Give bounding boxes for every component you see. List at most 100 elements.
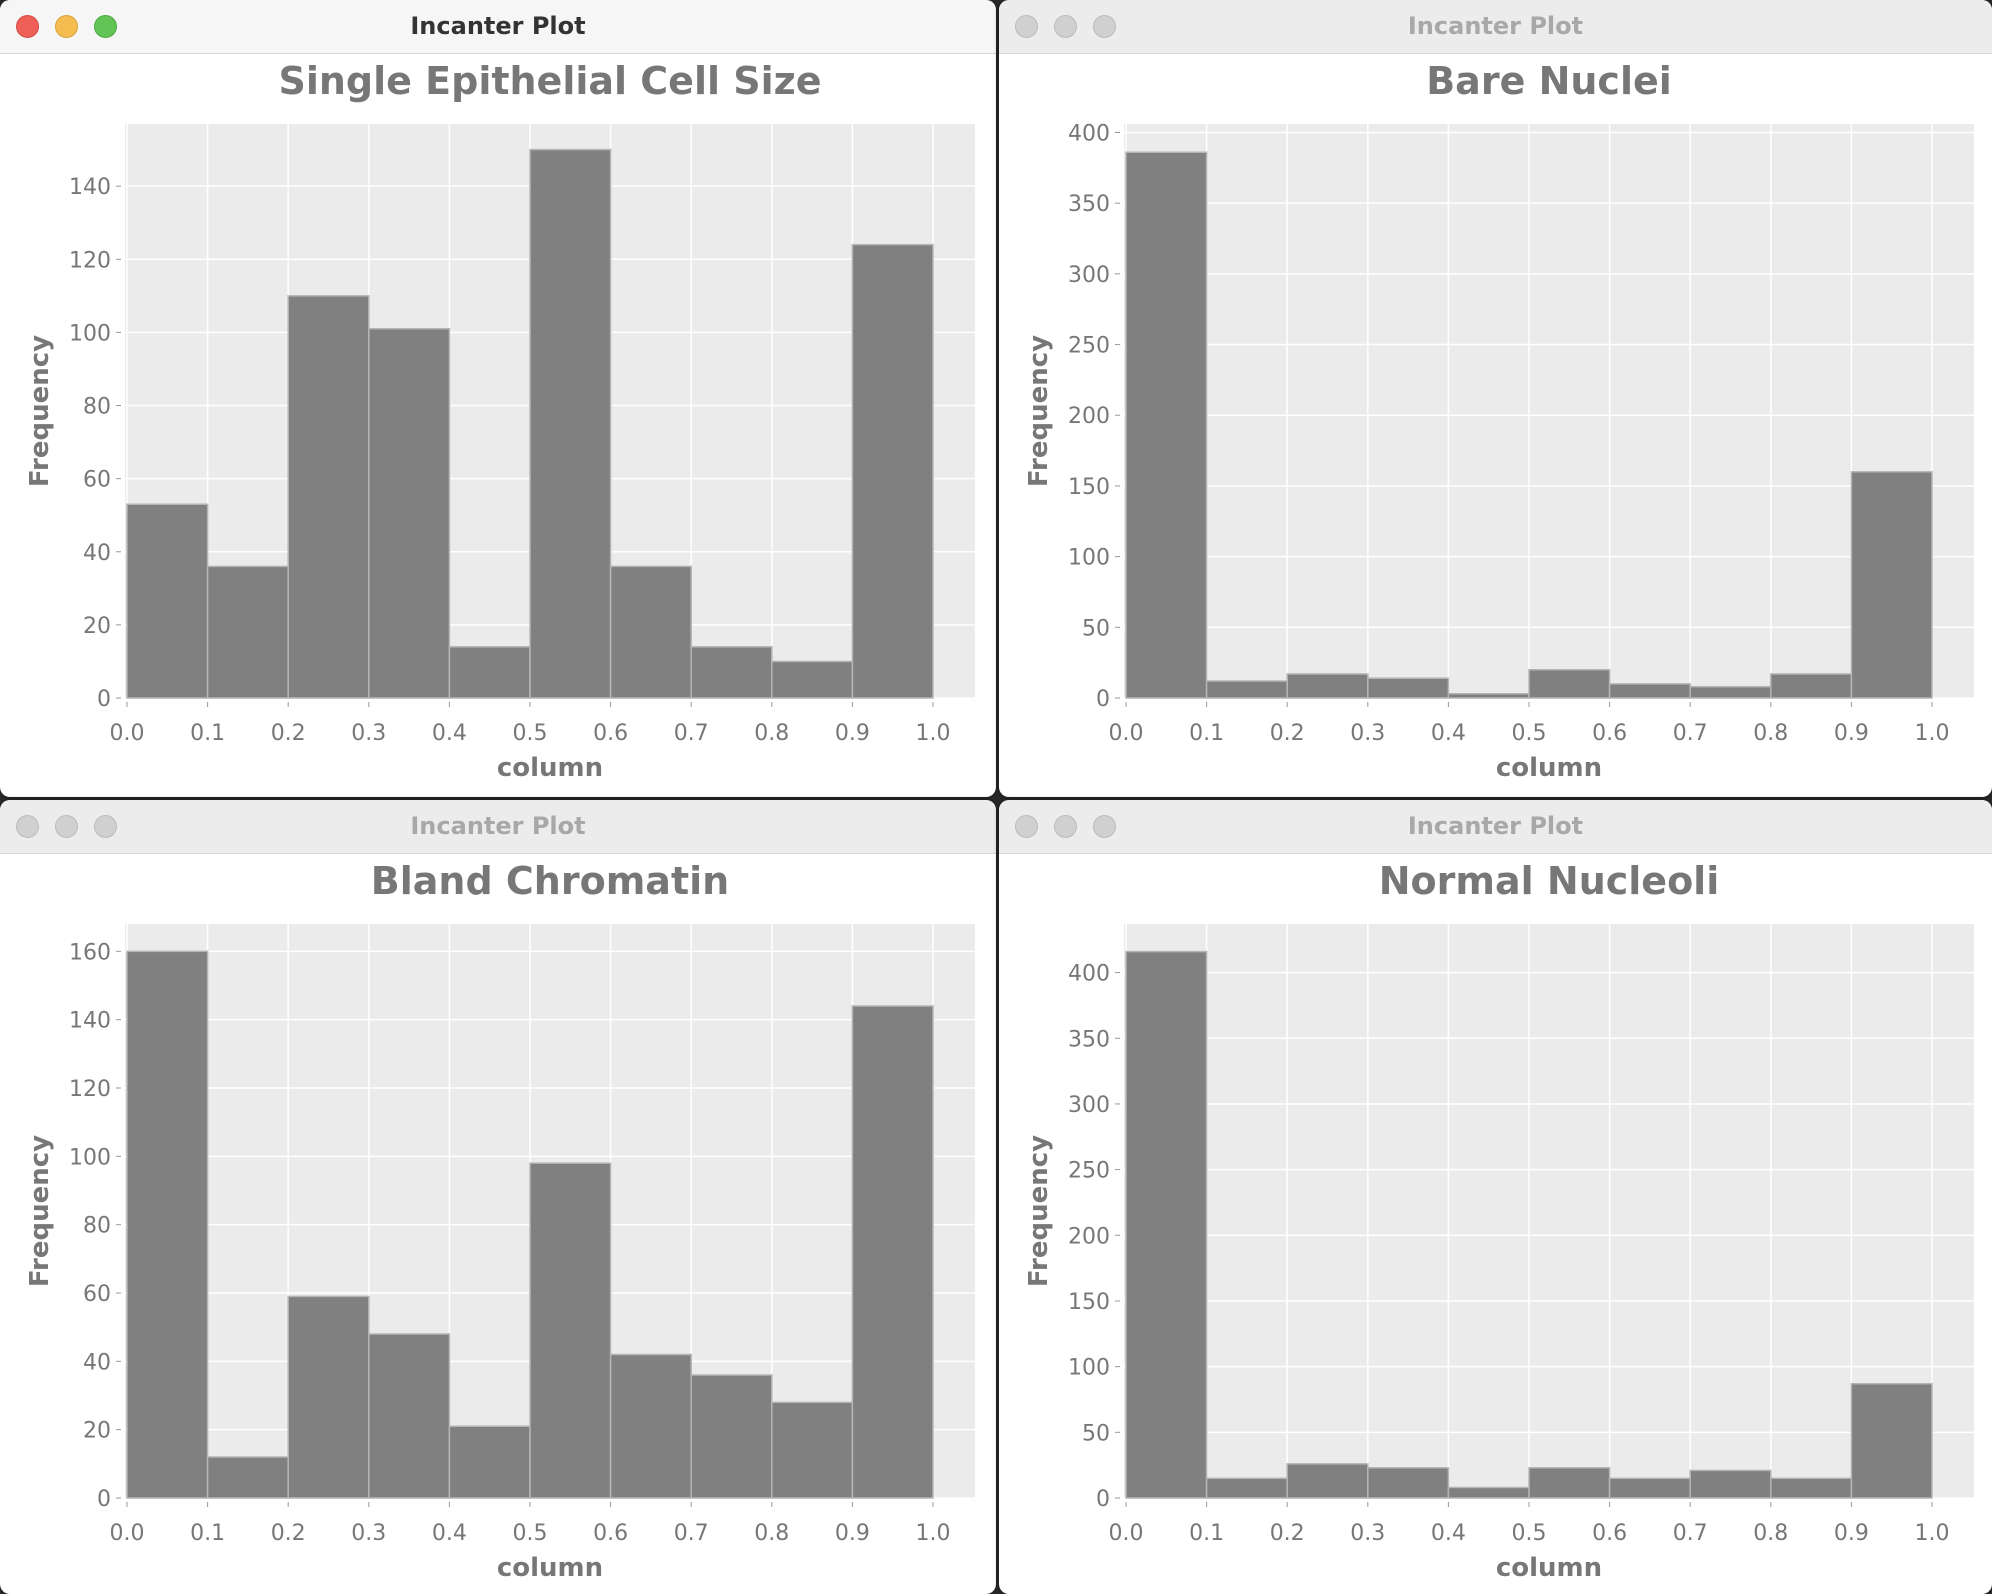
x-tick-label: 0.8 <box>1753 1521 1788 1546</box>
y-tick-label: 60 <box>83 1282 111 1307</box>
window-title: Incanter Plot <box>1407 12 1584 40</box>
minimize-button[interactable] <box>55 15 78 38</box>
window-title: Incanter Plot <box>410 812 586 840</box>
close-button[interactable] <box>16 815 39 838</box>
x-tick-label: 0.4 <box>1431 721 1466 746</box>
minimize-button[interactable] <box>1054 15 1077 38</box>
histogram-bar <box>1608 683 1691 699</box>
y-tick-label: 80 <box>83 395 111 420</box>
histogram-bar <box>1447 693 1530 699</box>
y-tick-label: 100 <box>69 1145 111 1170</box>
histogram-bar <box>287 295 370 699</box>
zoom-button[interactable] <box>1093 815 1116 838</box>
histogram-bar <box>1850 471 1933 699</box>
x-tick-label: 0.2 <box>271 721 306 746</box>
y-tick-label: 0 <box>1096 687 1110 712</box>
minimize-button[interactable] <box>1054 815 1077 838</box>
histogram-chart: Single Epithelial Cell Size 0.0 0.1 0.2 0.3 0… <box>25 59 975 783</box>
chart-title: Single Epithelial Cell Size <box>278 59 821 103</box>
x-tick-label: 1.0 <box>1915 1521 1950 1546</box>
minimize-button[interactable] <box>55 815 78 838</box>
histogram-chart: Bare Nuclei 0.0 0.1 0.2 0.3 0.4 0.5 0.6 0.7 0.8 0.… <box>1024 59 1974 783</box>
zoom-button[interactable] <box>1093 15 1116 38</box>
histogram-bar <box>1770 673 1853 699</box>
histogram-bar <box>690 1374 773 1499</box>
title-bar[interactable]: Incanter Plot <box>999 0 1992 54</box>
plot-window-2[interactable]: Incanter Plot Bare Nuclei 0.0 0.1 0.2 0.3 0.4… <box>999 0 1992 797</box>
x-tick-label: 0.1 <box>190 1521 225 1546</box>
histogram-bar <box>1205 1477 1288 1499</box>
zoom-button[interactable] <box>94 15 117 38</box>
y-tick-label: 150 <box>1068 1290 1110 1315</box>
x-tick-label: 0.7 <box>674 1521 709 1546</box>
y-tick-label: 0 <box>97 687 111 712</box>
histogram-bar <box>448 646 531 699</box>
y-tick-label: 100 <box>1068 546 1110 571</box>
x-tick-label: 0.2 <box>1270 721 1305 746</box>
histogram-bar <box>1447 1486 1530 1499</box>
histogram-bar <box>287 1295 370 1499</box>
histogram-bar <box>1286 1463 1369 1499</box>
x-tick-label: 0.1 <box>190 721 225 746</box>
y-tick-label: 200 <box>1068 1224 1110 1249</box>
histogram-bar <box>851 243 934 699</box>
y-axis-label: Frequency <box>25 335 55 487</box>
x-tick-label: 0.2 <box>1270 1521 1305 1546</box>
histogram-bar <box>690 646 773 699</box>
title-bar[interactable]: Incanter Plot <box>0 0 996 54</box>
x-tick-label: 0.9 <box>1834 721 1869 746</box>
plot-window-4[interactable]: Incanter Plot Normal Nucleoli 0.0 0.1 0.2 0.… <box>999 800 1992 1594</box>
x-tick-label: 0.5 <box>513 721 548 746</box>
y-tick-label: 40 <box>83 1350 111 1375</box>
x-tick-label: 0.0 <box>1109 1521 1144 1546</box>
y-tick-label: 140 <box>69 175 111 200</box>
histogram-bar <box>771 1401 854 1499</box>
window-title: Incanter Plot <box>410 12 586 40</box>
histogram-bar <box>1205 680 1288 699</box>
x-tick-label: 0.5 <box>513 1521 548 1546</box>
x-tick-label: 0.8 <box>754 1521 789 1546</box>
x-tick-label: 0.0 <box>110 1521 145 1546</box>
x-tick-label: 0.5 <box>1512 721 1547 746</box>
title-bar[interactable]: Incanter Plot <box>999 800 1992 854</box>
plot-window-1[interactable]: Incanter Plot Single Epithelial Cell Siz… <box>0 0 996 797</box>
histogram-bar <box>368 327 451 699</box>
histogram-bar <box>771 660 854 699</box>
histogram-bar <box>126 950 209 1499</box>
x-tick-label: 0.4 <box>432 721 467 746</box>
plot-window-3[interactable]: Incanter Plot Bland Chromatin 0.0 0.1 0.2 0.… <box>0 800 996 1594</box>
title-bar[interactable]: Incanter Plot <box>0 800 996 854</box>
histogram-bar <box>1770 1477 1853 1499</box>
close-button[interactable] <box>1015 15 1038 38</box>
x-tick-label: 0.9 <box>835 721 870 746</box>
x-tick-label: 0.3 <box>1350 721 1385 746</box>
x-tick-label: 1.0 <box>916 721 951 746</box>
x-tick-label: 0.7 <box>674 721 709 746</box>
x-tick-label: 0.6 <box>593 721 628 746</box>
close-button[interactable] <box>16 15 39 38</box>
histogram-bar <box>1125 151 1208 699</box>
histogram-bar <box>851 1005 934 1499</box>
close-button[interactable] <box>1015 815 1038 838</box>
histogram-chart: Bland Chromatin 0.0 0.1 0.2 0.3 0.4 0.5 0.6 0.7 0… <box>25 859 975 1583</box>
y-tick-label: 300 <box>1068 1093 1110 1118</box>
y-tick-label: 350 <box>1068 1027 1110 1052</box>
y-tick-label: 350 <box>1068 192 1110 217</box>
x-tick-label: 0.3 <box>351 1521 386 1546</box>
y-axis-label: Frequency <box>25 1135 55 1287</box>
y-tick-label: 60 <box>83 468 111 493</box>
plot-area <box>1124 124 1974 698</box>
histogram-bar <box>1125 950 1208 1499</box>
x-tick-label: 0.8 <box>754 721 789 746</box>
chart-title: Bland Chromatin <box>371 859 729 903</box>
plot-area <box>1124 924 1974 1498</box>
zoom-button[interactable] <box>94 815 117 838</box>
x-axis-label: column <box>1496 753 1602 783</box>
x-tick-label: 0.9 <box>1834 1521 1869 1546</box>
histogram-bar <box>126 503 209 699</box>
y-tick-label: 0 <box>1096 1487 1110 1512</box>
x-tick-label: 0.5 <box>1512 1521 1547 1546</box>
x-tick-label: 0.0 <box>1109 721 1144 746</box>
histogram-bar <box>448 1425 531 1499</box>
y-tick-label: 300 <box>1068 263 1110 288</box>
